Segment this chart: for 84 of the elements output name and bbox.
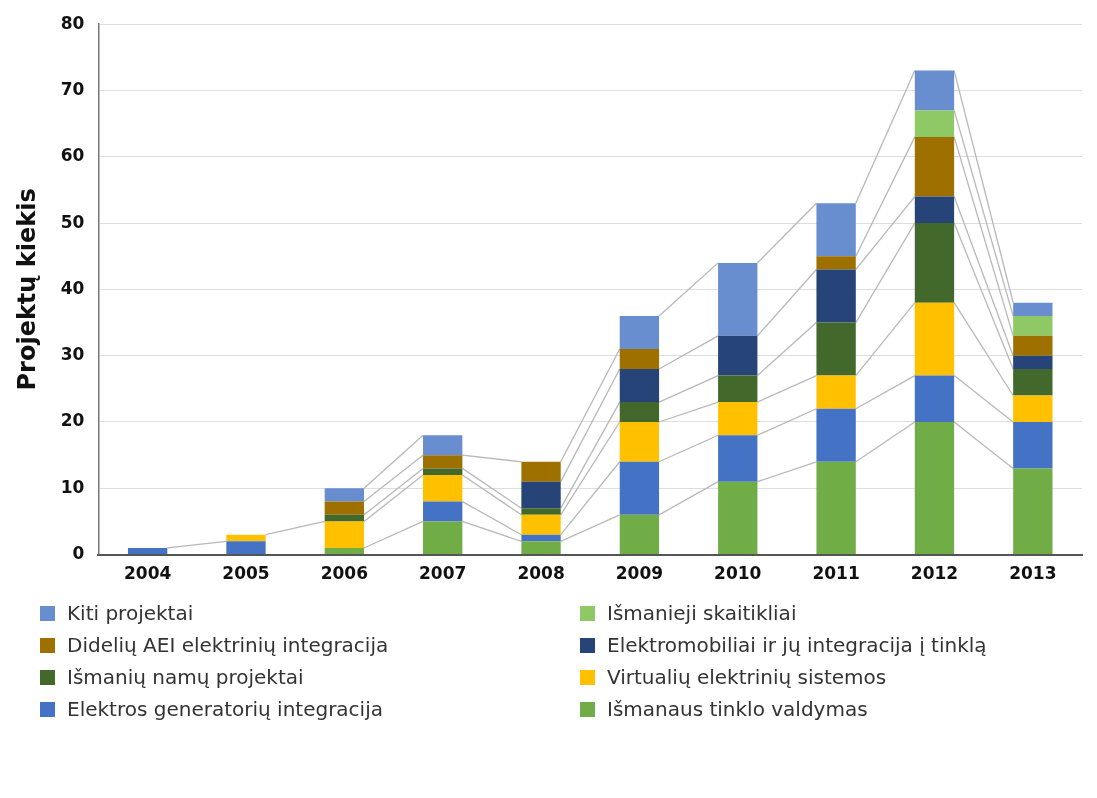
bar [816, 461, 856, 555]
bar [324, 521, 365, 548]
bar [816, 269, 856, 323]
bar [718, 335, 758, 376]
legend-label: Išmanaus tinklo valdymas [607, 697, 868, 721]
y-tick-label: 50 [60, 211, 85, 232]
bar [521, 514, 561, 535]
bar [423, 501, 463, 522]
bar [521, 541, 561, 555]
x-tick-label: 2011 [812, 563, 860, 584]
bar [423, 455, 463, 469]
bar [619, 368, 660, 403]
x-tick-label: 2010 [714, 563, 762, 584]
y-tick-label: 40 [60, 277, 85, 298]
bar [521, 508, 561, 515]
bar [324, 514, 365, 522]
y-tick-label: 60 [60, 145, 85, 166]
bar [127, 547, 168, 555]
legend-label: Didelių AEI elektrinių integracija [67, 633, 389, 657]
bar [718, 402, 758, 436]
bar [914, 136, 955, 197]
bar [619, 349, 660, 369]
legend-label: Elektromobiliai ir jų integracija į tinklą [607, 633, 987, 657]
legend-label: Išmanieji skaitikliai [607, 601, 797, 625]
bar [914, 110, 955, 137]
bar [1013, 302, 1053, 316]
bar [1013, 355, 1053, 369]
x-tick-label: 2009 [615, 563, 664, 584]
bar [816, 203, 856, 257]
y-tick-label: 10 [60, 476, 85, 497]
bar [1013, 335, 1053, 356]
bar [816, 408, 856, 462]
bar [816, 322, 856, 376]
bar [521, 461, 561, 482]
x-tick-label: 2004 [123, 563, 172, 584]
bar [914, 422, 955, 555]
bar [718, 435, 758, 482]
bar [718, 262, 758, 336]
bar [521, 534, 561, 542]
bar [324, 547, 365, 555]
bar [619, 514, 660, 555]
x-tick-label: 2008 [517, 563, 565, 584]
bar [1013, 315, 1053, 336]
bar [1013, 368, 1053, 396]
bar [914, 223, 955, 303]
legend-label: Virtualių elektrinių sistemos [607, 665, 887, 689]
bar [914, 70, 955, 111]
bar [521, 481, 561, 509]
y-tick-label: 0 [72, 543, 85, 564]
x-tick-label: 2012 [910, 563, 959, 584]
x-tick-label: 2006 [320, 563, 369, 584]
bar [619, 422, 660, 462]
bar [324, 488, 365, 502]
bar [1013, 422, 1053, 469]
y-tick-label: 30 [60, 344, 85, 365]
bar [423, 475, 463, 502]
bar [619, 315, 660, 350]
bar [1013, 395, 1053, 422]
bar [914, 302, 955, 376]
legend-label: Kiti projektai [67, 601, 194, 625]
legend-label: Išmanių namų projektai [67, 665, 304, 689]
x-tick-label: 2005 [222, 563, 270, 584]
bar [816, 375, 856, 409]
y-tick-label: 20 [60, 410, 85, 431]
bar [718, 375, 758, 403]
bar [619, 402, 660, 422]
bar [816, 256, 856, 270]
y-tick-label: 80 [60, 12, 85, 33]
bar [1013, 468, 1053, 555]
bar [324, 501, 365, 515]
x-tick-label: 2013 [1009, 563, 1057, 584]
bar [619, 461, 660, 515]
bar [423, 521, 463, 555]
bar [914, 375, 955, 422]
bar [423, 468, 463, 476]
x-tick-label: 2007 [419, 563, 467, 584]
bar [718, 481, 758, 555]
y-tick-label: 70 [60, 78, 85, 99]
bar [914, 196, 955, 224]
legend-label: Elektros generatorių integracija [67, 697, 383, 721]
y-axis-title: Projektų kiekis [12, 188, 41, 391]
bar [423, 435, 463, 456]
bar [226, 534, 266, 542]
bar [226, 541, 266, 555]
